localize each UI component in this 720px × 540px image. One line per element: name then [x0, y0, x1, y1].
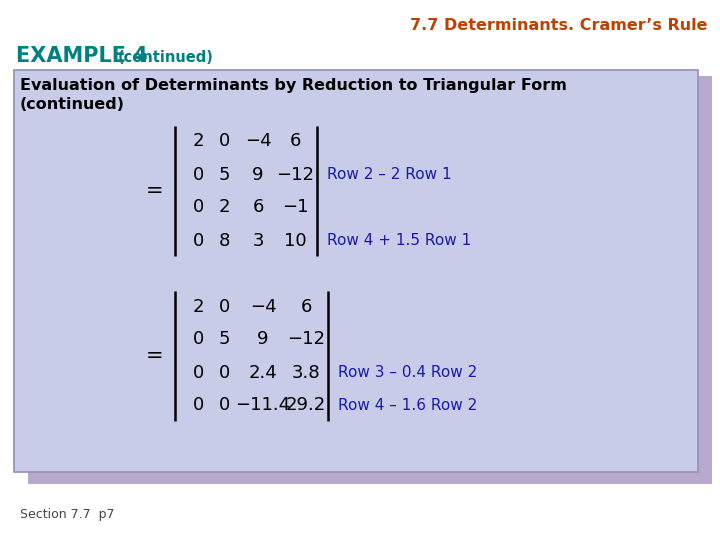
Text: 6: 6 [252, 199, 264, 217]
Text: 2: 2 [218, 199, 230, 217]
Text: Row 2 – 2 Row 1: Row 2 – 2 Row 1 [327, 167, 451, 182]
Text: −4: −4 [245, 132, 271, 151]
Text: 8: 8 [218, 232, 230, 249]
Text: 0: 0 [192, 330, 204, 348]
Bar [28, 76, 712, 484]
Text: −12: −12 [276, 165, 314, 184]
Text: 7.7 Determinants. Cramer’s Rule: 7.7 Determinants. Cramer’s Rule [410, 18, 708, 33]
Text: 5: 5 [218, 330, 230, 348]
Text: 0: 0 [218, 396, 230, 415]
Text: Evaluation of Determinants by Reduction to Triangular Form: Evaluation of Determinants by Reduction … [20, 78, 567, 93]
Text: (continued): (continued) [20, 97, 125, 112]
Text: 3: 3 [252, 232, 264, 249]
Text: Row 3 – 0.4 Row 2: Row 3 – 0.4 Row 2 [338, 365, 477, 380]
Text: 2: 2 [192, 298, 204, 315]
Text: 3.8: 3.8 [292, 363, 320, 381]
Text: 0: 0 [218, 132, 230, 151]
Text: 0: 0 [218, 363, 230, 381]
Text: =: = [146, 346, 164, 366]
Text: 0: 0 [192, 396, 204, 415]
Text: 9: 9 [252, 165, 264, 184]
Text: EXAMPLE 4: EXAMPLE 4 [16, 46, 148, 66]
Text: Row 4 – 1.6 Row 2: Row 4 – 1.6 Row 2 [338, 398, 477, 413]
Text: −1: −1 [282, 199, 308, 217]
Text: 5: 5 [218, 165, 230, 184]
Text: (continued): (continued) [118, 50, 214, 65]
Text: 0: 0 [192, 165, 204, 184]
Bar [14, 70, 698, 472]
Text: −11.4: −11.4 [235, 396, 291, 415]
Text: 2.4: 2.4 [248, 363, 277, 381]
Text: 0: 0 [192, 363, 204, 381]
Text: 6: 6 [289, 132, 301, 151]
Text: 9: 9 [257, 330, 269, 348]
Text: 29.2: 29.2 [286, 396, 326, 415]
Text: −12: −12 [287, 330, 325, 348]
Text: 10: 10 [284, 232, 306, 249]
Text: 6: 6 [300, 298, 312, 315]
Text: 0: 0 [192, 199, 204, 217]
Text: Row 4 + 1.5 Row 1: Row 4 + 1.5 Row 1 [327, 233, 472, 248]
Text: −4: −4 [250, 298, 276, 315]
Text: 0: 0 [218, 298, 230, 315]
Text: 2: 2 [192, 132, 204, 151]
Text: Section 7.7  p7: Section 7.7 p7 [20, 508, 114, 521]
Text: =: = [146, 181, 164, 201]
Text: 0: 0 [192, 232, 204, 249]
